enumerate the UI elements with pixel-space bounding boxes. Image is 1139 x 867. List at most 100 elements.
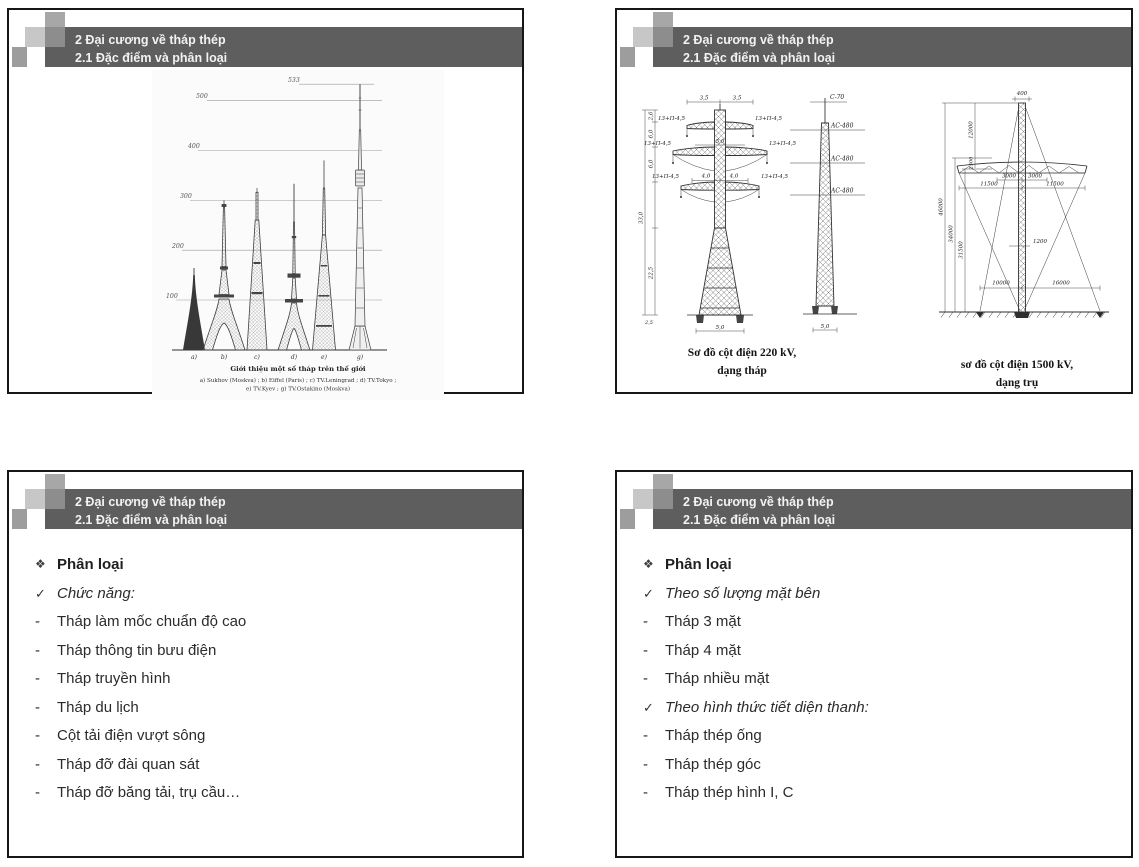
axis-label-500: 500: [196, 93, 208, 100]
slide-phan-loai-mat-ben: 2 Đại cương về tháp thép 2.1 Đặc điểm và…: [615, 470, 1133, 858]
label-ac480-2: AC-480: [830, 156, 854, 163]
dim-2-5: 2,5: [644, 320, 653, 326]
heading-text: Phân loại: [57, 556, 124, 573]
slide-header-bar: 2 Đại cương về tháp thép 2.1 Đặc điểm và…: [45, 489, 522, 529]
decor-square-low: [12, 509, 27, 529]
caption-220kv-line2: dạng tháp: [717, 364, 767, 377]
slide-header-bar: 2 Đại cương về tháp thép 2.1 Đặc điểm và…: [653, 27, 1131, 67]
lattice-pylon-body: [687, 104, 753, 323]
diamond-bullet-icon: ❖: [643, 557, 654, 571]
check-icon: ✓: [35, 585, 46, 601]
dim-3-5-right: 3,5: [733, 96, 742, 102]
dash-bullet: -: [35, 755, 40, 773]
dim-2500: 2500: [969, 156, 975, 171]
item-text: Theo số lượng mặt bên: [665, 584, 821, 602]
tower-ostankino: [348, 84, 372, 351]
dim-3-5-left: 3,5: [700, 96, 709, 102]
world-towers-svg: 533 500 400 300 200 100: [166, 77, 397, 393]
list-heading: ❖ Phân loại: [33, 556, 508, 574]
arm-label-l1: 13+П-4,5: [658, 116, 686, 122]
axis-label-100: 100: [166, 293, 178, 300]
letter-d: d): [291, 354, 298, 361]
slide-title-line1: 2 Đại cương về tháp thép: [75, 33, 226, 47]
dash-bullet: -: [643, 784, 648, 801]
list-item: ✓ Theo hình thức tiết diện thanh:: [641, 699, 1117, 717]
item-text: Chức năng:: [57, 584, 135, 602]
bullet-list: ❖ Phân loại ✓ Chức năng: - Tháp làm mốc …: [33, 556, 508, 813]
arm-label-r3: 13+П-4,5: [761, 174, 789, 180]
caption-1500kv-line1: sơ đồ cột điện 1500 kV,: [960, 359, 1074, 371]
dim-4-0-right: 4,0: [729, 174, 739, 180]
slide-title-line2: 2.1 Đặc điểm và phân loại: [683, 512, 836, 527]
list-item: - Tháp làm mốc chuẩn độ cao: [33, 613, 508, 631]
dash-bullet: -: [35, 613, 40, 630]
list-item: - Tháp thép góc: [641, 756, 1117, 774]
figure-caption-title: Giới thiệu một số tháp trên thế giới: [230, 364, 366, 373]
dim-3000-l: 3000: [1002, 174, 1016, 180]
item-text: Cột tải điện vượt sông: [57, 727, 206, 744]
dim-base-5-0-right: 5,0: [821, 324, 830, 330]
letter-e: e): [321, 354, 328, 361]
decor-square-mid: [633, 27, 653, 47]
dash-bullet: -: [643, 613, 648, 630]
slide-title-line2: 2.1 Đặc điểm và phân loại: [683, 50, 836, 65]
letter-c: c): [254, 354, 260, 361]
list-item: - Tháp truyền hình: [33, 670, 508, 688]
dim-10000: 10000: [992, 281, 1010, 287]
label-ac480-1: AC-480: [830, 123, 854, 130]
dash-bullet: -: [35, 641, 40, 659]
decor-square-mid: [25, 27, 45, 47]
item-text: Tháp nhiều mặt: [665, 670, 770, 687]
letter-b: b): [221, 354, 228, 361]
dash-bullet: -: [643, 670, 648, 687]
slim-mast-c70: C-70 AC-480 AC-480 AC-480 5,0: [790, 94, 865, 333]
decor-square-mid: [633, 489, 653, 509]
dim-6-0-b: 6,0: [649, 159, 655, 168]
caption-220kv: Sơ đồ cột điện 220 kV, dạng tháp: [647, 345, 837, 381]
list-item: - Tháp đỡ đài quan sát: [33, 756, 508, 774]
slide-title-line1: 2 Đại cương về tháp thép: [75, 495, 226, 509]
dim-6-0-a: 6,0: [649, 129, 655, 138]
ground-hatch: [940, 311, 1106, 318]
dash-bullet: -: [643, 641, 648, 659]
item-text: Tháp truyền hình: [57, 670, 171, 687]
item-text: Tháp thép hình I, C: [665, 784, 794, 801]
guyed-mast: 400: [939, 91, 1109, 318]
caption-1500kv-line2: dạng trụ: [995, 376, 1039, 389]
slide-phan-loai-chuc-nang: 2 Đại cương về tháp thép 2.1 Đặc điểm và…: [7, 470, 524, 858]
tower-letter-labels: a) b) c) d) e) g): [191, 354, 364, 361]
list-item: - Cột tải điện vượt sông: [33, 727, 508, 745]
list-item: - Tháp 4 mặt: [641, 642, 1117, 660]
letter-a: a): [191, 354, 198, 361]
dim-2-6: 2,6: [649, 111, 655, 121]
list-item: ✓ Theo số lượng mặt bên: [641, 585, 1117, 603]
axis-label-400: 400: [187, 143, 200, 150]
arm-label-r1: 13+П-4,5: [755, 116, 783, 122]
decor-square-top: [653, 474, 673, 509]
decor-square-low: [620, 47, 635, 67]
dash-bullet: -: [35, 670, 40, 687]
slide-header-bar: 2 Đại cương về tháp thép 2.1 Đặc điểm và…: [653, 489, 1131, 529]
check-icon: ✓: [643, 585, 654, 601]
slide-title-line2: 2.1 Đặc điểm và phân loại: [75, 50, 228, 65]
dim-400: 400: [1016, 91, 1028, 97]
decor-square-mid: [25, 489, 45, 509]
item-text: Tháp đỡ đài quan sát: [57, 755, 200, 773]
tower-sukhov: [183, 268, 205, 350]
check-icon: ✓: [643, 699, 654, 715]
diagram-1500kv: 400: [897, 82, 1132, 345]
dash-bullet: -: [35, 727, 40, 744]
figure-caption: Giới thiệu một số tháp trên thế giới a) …: [200, 364, 397, 393]
item-text: Tháp thép ống: [665, 727, 762, 744]
decor-square-top: [45, 474, 65, 509]
dim-33-0: 33,0: [639, 211, 645, 224]
dim-5-0: 5,0: [716, 139, 725, 145]
dim-1200: 1200: [1033, 239, 1047, 245]
axis-label-533: 533: [288, 77, 300, 84]
list-heading: ❖ Phân loại: [641, 556, 1117, 574]
axis-label-300: 300: [180, 193, 192, 200]
item-text: Tháp làm mốc chuẩn độ cao: [57, 613, 247, 630]
dim-11500-r: 11500: [1046, 182, 1064, 188]
list-item: - Tháp thép hình I, C: [641, 784, 1117, 802]
dim-3000-r: 3000: [1028, 174, 1042, 180]
